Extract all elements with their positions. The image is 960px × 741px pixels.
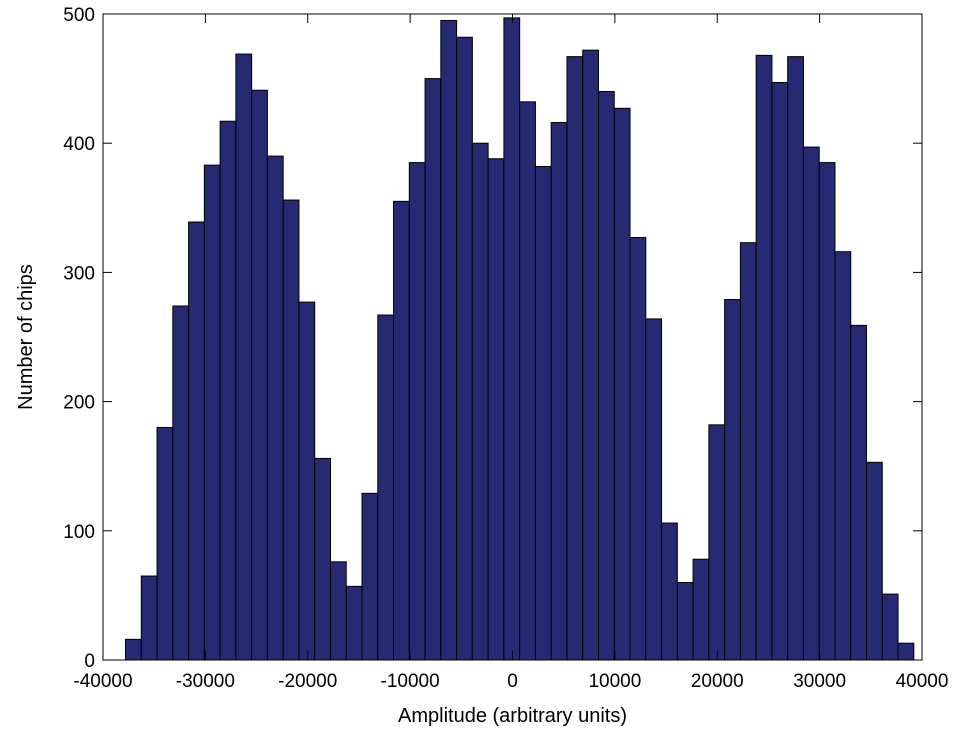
histogram-bar [235,53,253,661]
histogram-bar [550,122,568,661]
histogram-bar [676,581,694,661]
y-tick-label: 200 [63,393,95,414]
x-tick-label: -40000 [73,671,132,692]
x-axis-label: Amplitude (arbitrary units) [398,705,627,727]
histogram-bar [440,19,458,661]
histogram-bar [345,585,363,661]
histogram-bar [282,199,300,661]
histogram-bars [125,17,915,661]
histogram-bar [866,461,883,661]
histogram-bar [140,575,158,661]
x-tick-label: -10000 [381,671,440,692]
histogram-bar [534,165,552,661]
histogram-bar [471,142,489,661]
histogram-bar [519,101,536,661]
histogram-bar [487,158,505,661]
x-tick-label: 10000 [588,671,641,692]
y-tick-label: 0 [84,651,95,672]
histogram-bar [818,162,836,661]
histogram-bar [724,299,741,661]
histogram-bar [771,81,789,661]
histogram-bar [566,56,584,661]
histogram-bar [881,593,899,661]
y-tick-label: 400 [63,134,95,155]
histogram-bar [393,200,410,661]
histogram-bar [156,426,174,661]
axis-ticks [102,13,923,661]
histogram-bar [739,242,757,661]
histogram-bar [613,107,631,661]
histogram-bar [503,17,521,661]
histogram-bar [125,638,142,661]
x-tick-label: 20000 [691,671,744,692]
histogram-bar [850,324,868,661]
histogram-bar [266,155,284,661]
histogram-bar [377,314,395,661]
histogram-bar [897,642,915,661]
histogram-bar [361,492,379,661]
histogram-bar [787,56,804,661]
histogram-bar [203,164,221,661]
histogram-bar [188,221,205,661]
histogram-bar [802,146,820,661]
histogram-bar [582,49,599,661]
x-tick-labels: -40000 -30000 -20000 -10000 0 10000 20000 30000… [73,671,948,692]
x-tick-label: -20000 [278,671,337,692]
histogram-bar [645,318,663,661]
histogram-bar [597,91,615,661]
histogram-bar [172,305,190,661]
histogram-bar [661,522,678,661]
x-tick-label: 30000 [793,671,846,692]
histogram-bar [755,54,773,661]
histogram-bar [251,89,268,661]
y-tick-labels: 0 100 200 300 400 500 [63,5,95,672]
histogram-bar [629,237,647,661]
histogram-bar [834,251,852,661]
histogram-bar [708,424,726,661]
y-tick-label: 100 [63,522,95,543]
histogram-bar [456,36,473,661]
y-tick-label: 500 [63,5,95,26]
histogram-bar [424,78,442,661]
x-tick-label: -30000 [176,671,235,692]
histogram-bar [408,162,426,661]
histogram-bar [329,561,347,661]
histogram-bar [692,558,710,661]
x-tick-label: 40000 [896,671,949,692]
y-tick-label: 300 [63,263,95,284]
histogram-bar [314,457,331,661]
y-axis-label: Number of chips [15,264,37,410]
histogram-bar [298,301,316,661]
x-tick-label: 0 [507,671,518,692]
histogram-bar [219,120,237,661]
